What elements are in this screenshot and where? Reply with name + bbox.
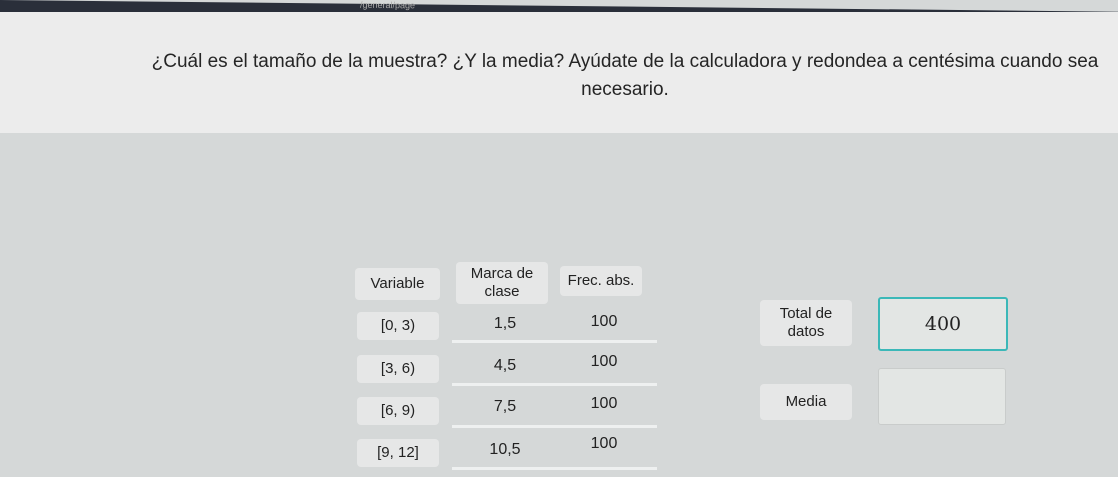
row-variable: [0, 3) bbox=[357, 312, 439, 340]
row-marca: 7,5 bbox=[493, 398, 517, 415]
row-frec: 100 bbox=[590, 313, 618, 330]
row-marca: 4,5 bbox=[493, 357, 517, 374]
url-text: /general/page bbox=[360, 0, 416, 11]
question-text: ¿Cuál es el tamaño de la muestra? ¿Y la … bbox=[151, 51, 1099, 100]
media-label: Media bbox=[760, 384, 852, 420]
media-input[interactable] bbox=[878, 368, 1006, 425]
header-frec-abs: Frec. abs. bbox=[560, 266, 642, 296]
question-panel bbox=[0, 12, 1118, 133]
row-variable: [9, 12] bbox=[357, 439, 439, 467]
row-divider bbox=[452, 383, 657, 386]
row-divider bbox=[452, 340, 657, 343]
header-marca-de-clase: Marca de clase bbox=[456, 262, 548, 304]
row-marca: 10,5 bbox=[489, 441, 521, 458]
total-datos-input[interactable]: 400 bbox=[878, 297, 1008, 351]
row-frec: 100 bbox=[590, 435, 618, 452]
row-frec: 100 bbox=[590, 353, 618, 370]
row-divider bbox=[452, 425, 657, 428]
total-datos-label: Total de datos bbox=[760, 300, 852, 346]
row-variable: [6, 9) bbox=[357, 397, 439, 425]
row-variable: [3, 6) bbox=[357, 355, 439, 383]
row-frec: 100 bbox=[590, 395, 618, 412]
row-divider bbox=[452, 467, 657, 470]
row-marca: 1,5 bbox=[493, 315, 517, 332]
header-variable: Variable bbox=[355, 268, 440, 300]
